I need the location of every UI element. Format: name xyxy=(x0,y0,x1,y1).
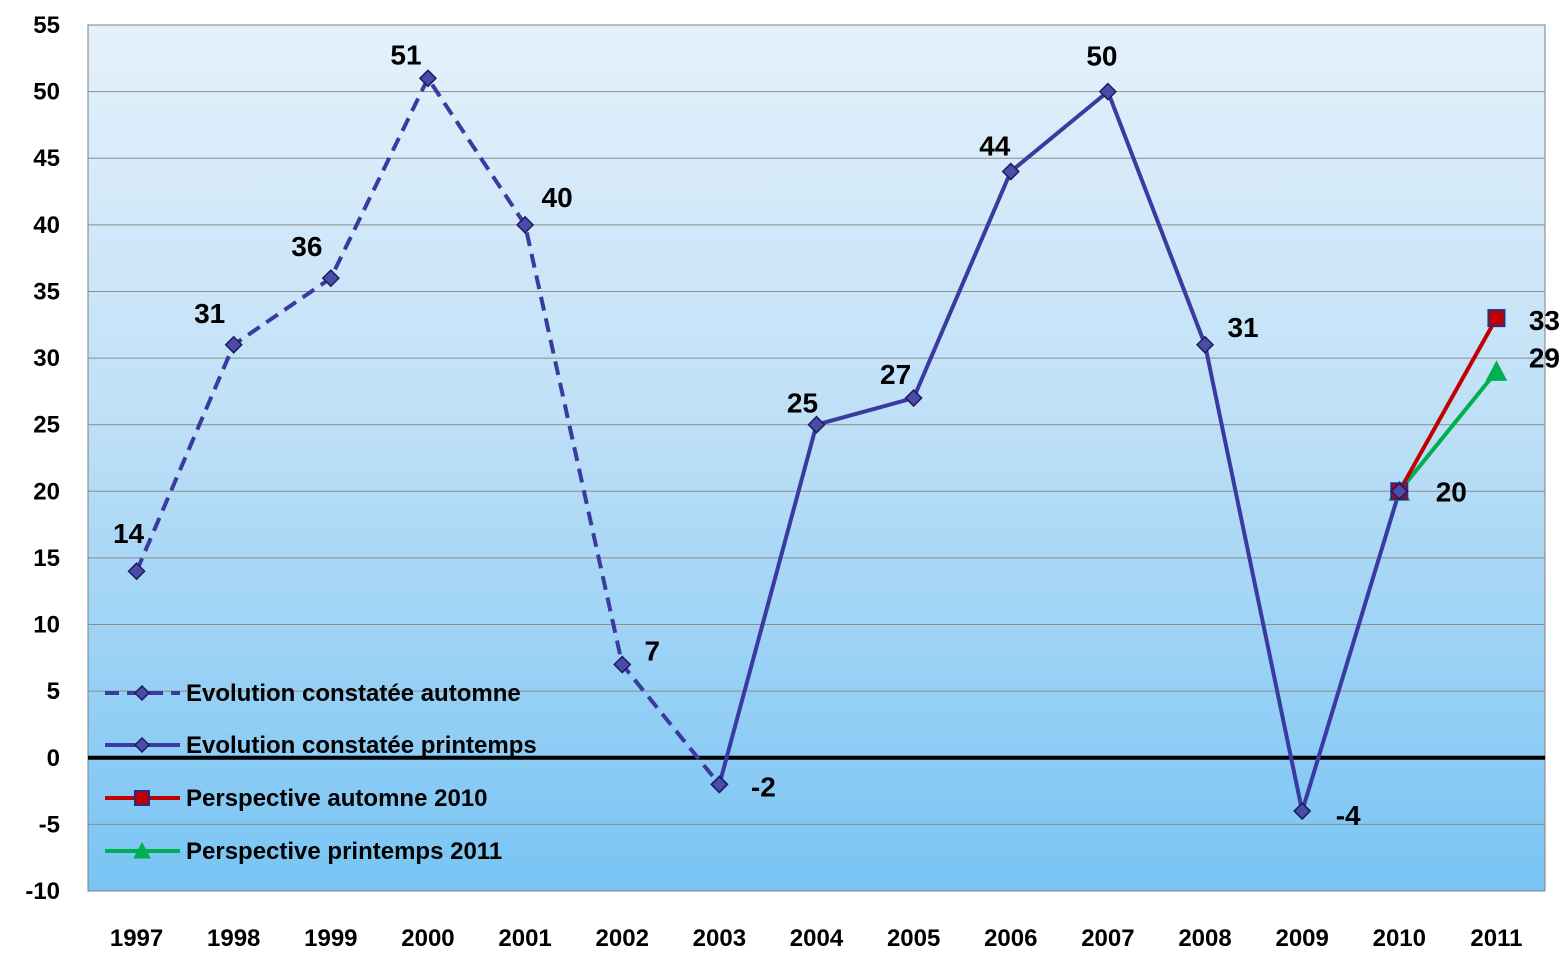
data-label: 27 xyxy=(880,359,911,390)
y-tick-label: -10 xyxy=(25,878,60,905)
x-tick-label: 1998 xyxy=(207,925,260,952)
diamond-marker xyxy=(1001,162,1020,181)
data-label: 25 xyxy=(787,388,818,419)
y-tick-label: 15 xyxy=(33,545,60,572)
series-line xyxy=(1397,317,1499,493)
triangle-marker xyxy=(1485,360,1508,381)
x-tick-label: 2001 xyxy=(498,925,551,952)
data-label: 7 xyxy=(644,636,660,667)
data-label: 14 xyxy=(113,518,145,549)
x-tick-label: 2005 xyxy=(887,925,940,952)
data-label: 20 xyxy=(1436,476,1467,507)
x-tick-label: 2002 xyxy=(596,925,649,952)
data-label: 29 xyxy=(1529,342,1560,373)
x-tick-label: 1997 xyxy=(110,925,163,952)
diamond-marker xyxy=(807,415,826,434)
x-tick-label: 1999 xyxy=(304,925,357,952)
legend: Evolution constatée automne Evolution con… xyxy=(105,680,537,865)
y-tick-label: 5 xyxy=(47,678,60,705)
x-tick-label: 2006 xyxy=(984,925,1037,952)
x-tick-label: 2004 xyxy=(790,925,844,952)
diamond-marker xyxy=(1195,335,1215,354)
diamond-marker xyxy=(1293,802,1312,821)
diamond-marker xyxy=(418,69,438,88)
x-tick-label: 2003 xyxy=(693,925,746,952)
data-label: 33 xyxy=(1529,305,1560,336)
x-tick-label: 2011 xyxy=(1470,925,1522,952)
legend-marker xyxy=(133,736,151,754)
y-tick-label: 25 xyxy=(33,412,60,439)
square-marker xyxy=(1487,309,1506,328)
legend-label: Perspective printemps 2011 xyxy=(186,838,502,865)
diamond-marker xyxy=(321,269,340,288)
x-axis-ticks: 1997 1998 1999 2000 2001 2002 2003 2004 2005 2006… xyxy=(110,925,1523,952)
y-tick-label: 55 xyxy=(33,12,60,39)
data-label: 50 xyxy=(1086,41,1117,72)
data-label: -4 xyxy=(1336,800,1361,831)
data-label: 36 xyxy=(291,231,322,262)
legend-marker xyxy=(134,790,150,806)
legend-marker xyxy=(133,684,151,702)
diamond-marker xyxy=(710,775,729,794)
data-labels: 29 20 33 14 31 36 51 40 7 -2 25 27 44 50 31 -4 xyxy=(113,39,1560,831)
diamond-marker xyxy=(516,215,535,234)
y-tick-label: 30 xyxy=(33,345,60,372)
x-tick-label: 2010 xyxy=(1373,925,1426,952)
diamond-marker xyxy=(1098,82,1117,101)
series-line xyxy=(717,89,1402,814)
legend-label: Evolution constatée automne xyxy=(186,680,521,707)
y-tick-label: 20 xyxy=(33,478,60,505)
data-label: 31 xyxy=(194,298,225,329)
diamond-marker xyxy=(1390,482,1409,501)
x-tick-label: 2000 xyxy=(401,925,454,952)
plot-area xyxy=(87,24,1546,892)
y-tick-label: 40 xyxy=(33,212,60,239)
y-tick-label: -5 xyxy=(39,811,60,838)
data-label: 51 xyxy=(390,39,421,70)
series-line xyxy=(1397,370,1498,493)
diamond-marker xyxy=(127,562,146,581)
diamond-marker xyxy=(224,335,243,354)
x-tick-label: 2007 xyxy=(1081,925,1134,952)
data-label: 40 xyxy=(542,182,573,213)
y-tick-label: 35 xyxy=(33,278,60,305)
legend-label: Evolution constatée printemps xyxy=(186,732,537,759)
diamond-marker xyxy=(613,655,632,674)
y-tick-label: 45 xyxy=(33,145,60,172)
series-markers xyxy=(127,69,1508,821)
data-label: -2 xyxy=(751,771,776,802)
legend-marker xyxy=(133,841,151,859)
data-label: 31 xyxy=(1227,312,1258,343)
y-tick-label: 0 xyxy=(47,745,60,772)
data-label: 44 xyxy=(979,131,1011,162)
y-tick-label: 50 xyxy=(33,79,60,106)
x-tick-label: 2008 xyxy=(1178,925,1231,952)
y-tick-label: 10 xyxy=(33,612,60,639)
legend-label: Perspective automne 2010 xyxy=(186,785,488,812)
diamond-marker xyxy=(904,388,923,408)
x-tick-label: 2009 xyxy=(1275,925,1328,952)
